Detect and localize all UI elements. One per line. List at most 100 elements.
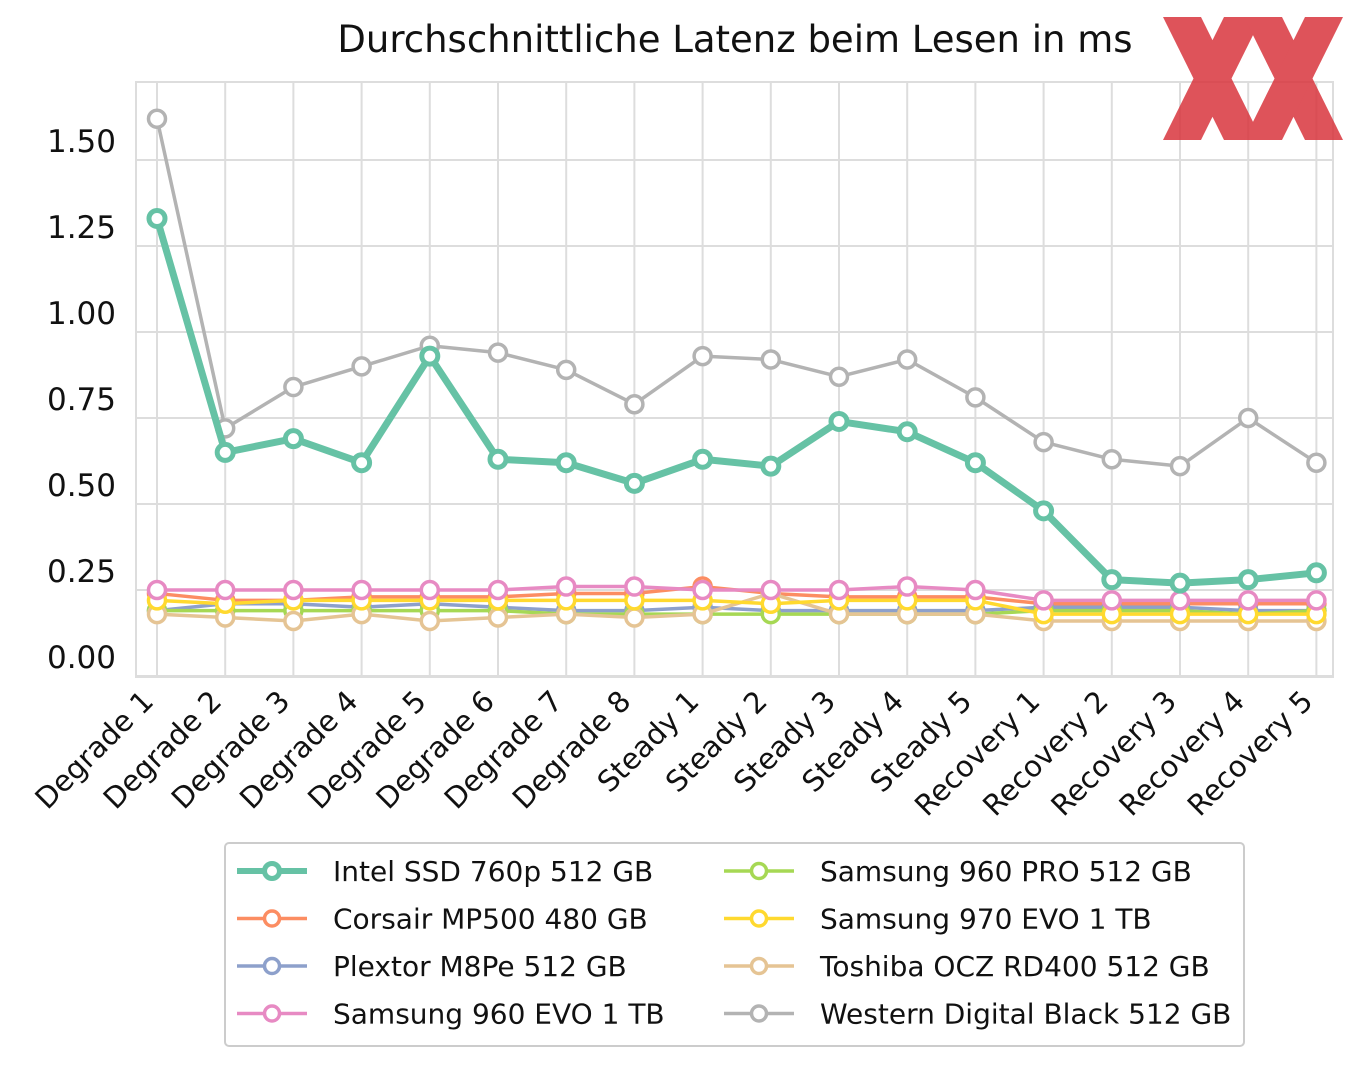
data-point: [1169, 572, 1191, 594]
legend-label: Toshiba OCZ RD400 512 GB: [819, 950, 1210, 983]
data-point: [1033, 431, 1054, 453]
series-intel-ssd-760p-512-gb: [146, 207, 1327, 594]
data-point: [1169, 455, 1191, 477]
grid: [136, 82, 1333, 677]
legend-marker-icon: [749, 909, 769, 928]
legend-item: Intel SSD 760p 512 GB: [237, 855, 653, 888]
legend-label: Samsung 970 EVO 1 TB: [820, 903, 1152, 936]
data-point: [146, 579, 168, 601]
chart-title: Durchschnittliche Latenz beim Lesen in m…: [337, 18, 1132, 61]
data-point: [1101, 569, 1123, 591]
data-point: [692, 579, 713, 601]
y-tick-label: 0.75: [47, 382, 116, 418]
legend-label: Intel SSD 760p 512 GB: [333, 855, 653, 888]
legend-frame: [224, 842, 1245, 1047]
y-tick-label: 0.00: [47, 640, 116, 676]
logo-x-left-stroke-b: [1163, 17, 1262, 140]
data-point: [487, 448, 509, 470]
data-point: [1237, 569, 1259, 591]
legend-item: Toshiba OCZ RD400 512 GB: [724, 950, 1210, 983]
y-tick-label: 1.50: [47, 124, 116, 160]
data-point: [828, 410, 850, 432]
data-point: [965, 387, 986, 408]
y-tick-label: 0.25: [47, 554, 116, 590]
legend-item: Corsair MP500 480 GB: [237, 903, 648, 936]
data-point: [419, 610, 441, 632]
data-point: [828, 579, 850, 601]
data-point: [1033, 500, 1055, 522]
series-line: [156, 602, 1317, 613]
y-tick-label: 1.25: [47, 210, 116, 246]
data-point: [351, 356, 372, 377]
data-point: [419, 579, 441, 601]
data-point: [146, 207, 168, 229]
series-line: [153, 217, 1317, 587]
legend-marker-icon: [262, 861, 282, 881]
data-point: [214, 441, 236, 463]
series-western-digital-black-512-gb: [146, 108, 1327, 477]
legend-item: Samsung 960 EVO 1 TB: [237, 998, 665, 1031]
data-point: [965, 579, 986, 601]
series-line: [155, 118, 1318, 468]
data-point: [351, 579, 372, 601]
data-point: [555, 576, 577, 597]
data-point: [964, 452, 986, 474]
legend-marker-icon: [262, 1004, 282, 1023]
data-point: [555, 359, 577, 381]
logo: [1163, 17, 1343, 140]
data-point: [896, 421, 918, 443]
legend: Intel SSD 760p 512 GB Corsair MP500 480 G…: [224, 842, 1245, 1047]
data-point: [1305, 562, 1327, 584]
data-point: [624, 607, 645, 628]
data-point: [692, 448, 714, 470]
series-samsung-970-evo-1-tb: [146, 590, 1327, 625]
data-point: [1306, 452, 1327, 473]
series-samsung-960-evo-1-tb: [146, 576, 1327, 611]
legend-item: Plextor M8Pe 512 GB: [237, 950, 627, 983]
legend-label: Plextor M8Pe 512 GB: [333, 950, 627, 983]
data-point: [1306, 590, 1327, 611]
data-point: [351, 452, 373, 474]
legend-label: Samsung 960 EVO 1 TB: [333, 998, 665, 1031]
data-point: [282, 428, 304, 450]
data-point: [1033, 590, 1054, 611]
legend-label: Samsung 960 PRO 512 GB: [820, 855, 1192, 888]
legend-marker-icon: [749, 1004, 769, 1023]
series-line: [157, 608, 1317, 616]
data-point: [760, 455, 782, 477]
data-point: [896, 576, 918, 597]
legend-marker-icon: [749, 861, 769, 881]
legend-marker-icon: [262, 956, 282, 976]
data-point: [1237, 407, 1259, 429]
data-point: [896, 349, 918, 370]
legend-item: Samsung 960 PRO 512 GB: [724, 855, 1192, 888]
y-tick-label: 0.50: [47, 468, 116, 504]
data-point: [1169, 590, 1191, 611]
data-point: [760, 579, 782, 601]
data-point: [1237, 590, 1259, 611]
legend-marker-icon: [262, 909, 282, 928]
data-point: [555, 452, 577, 474]
legend-label: Corsair MP500 480 GB: [333, 903, 648, 936]
data-point: [1101, 449, 1123, 470]
data-point: [1101, 590, 1123, 611]
data-point: [828, 366, 850, 387]
y-tick-label: 1.00: [47, 296, 116, 332]
series-line: [157, 584, 1317, 603]
data-point: [214, 579, 236, 601]
logo-x-right-stroke-b: [1244, 17, 1343, 140]
y-axis-ticks: 0.00 0.25 0.50 0.75 1.00 1.25 1.50: [47, 124, 116, 676]
legend-item: Western Digital Black 512 GB: [724, 998, 1231, 1031]
legend-item: Samsung 970 EVO 1 TB: [724, 903, 1152, 936]
data-point: [146, 108, 168, 129]
data-point: [283, 376, 304, 398]
data-point: [487, 342, 509, 363]
series-group: [146, 108, 1327, 632]
data-point: [624, 576, 645, 597]
legend-label: Western Digital Black 512 GB: [820, 998, 1231, 1031]
series-line: [156, 598, 1317, 616]
data-point: [692, 345, 713, 367]
data-point: [624, 393, 645, 415]
